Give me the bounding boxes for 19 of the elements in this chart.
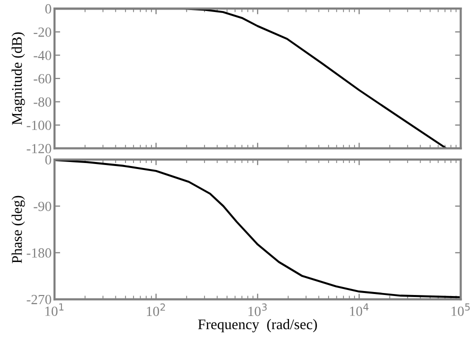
x-tick-label: 10$^{5}$: [452, 303, 470, 316]
x-tick-label: 10$^{2}$: [146, 303, 165, 316]
y-axis-title: Magnitude (dB): [12, 32, 25, 125]
x-tick-label: 10$^{4}$: [350, 303, 368, 316]
y-tick-label: -40: [34, 50, 52, 60]
x-axis-title: Frequency (rad/sec): [198, 319, 317, 332]
x-tick-label: 10$^{1}$: [45, 303, 64, 316]
y-tick-label: -20: [34, 27, 52, 37]
y-tick-label: -100: [26, 120, 52, 130]
y-tick-label: -90: [34, 202, 52, 212]
x-tick-label: 10$^{3}$: [248, 303, 267, 316]
y-tick-label: -180: [26, 248, 52, 258]
y-tick-label: 0: [45, 155, 52, 164]
y-tick-label: -60: [34, 74, 52, 84]
y-tick-label: -270: [26, 294, 52, 304]
y-tick-label: 0: [45, 4, 52, 14]
y-tick-label: -80: [34, 97, 52, 107]
y-axis-title: Phase (deg): [12, 196, 25, 264]
y-tick-label: -120: [26, 144, 52, 154]
